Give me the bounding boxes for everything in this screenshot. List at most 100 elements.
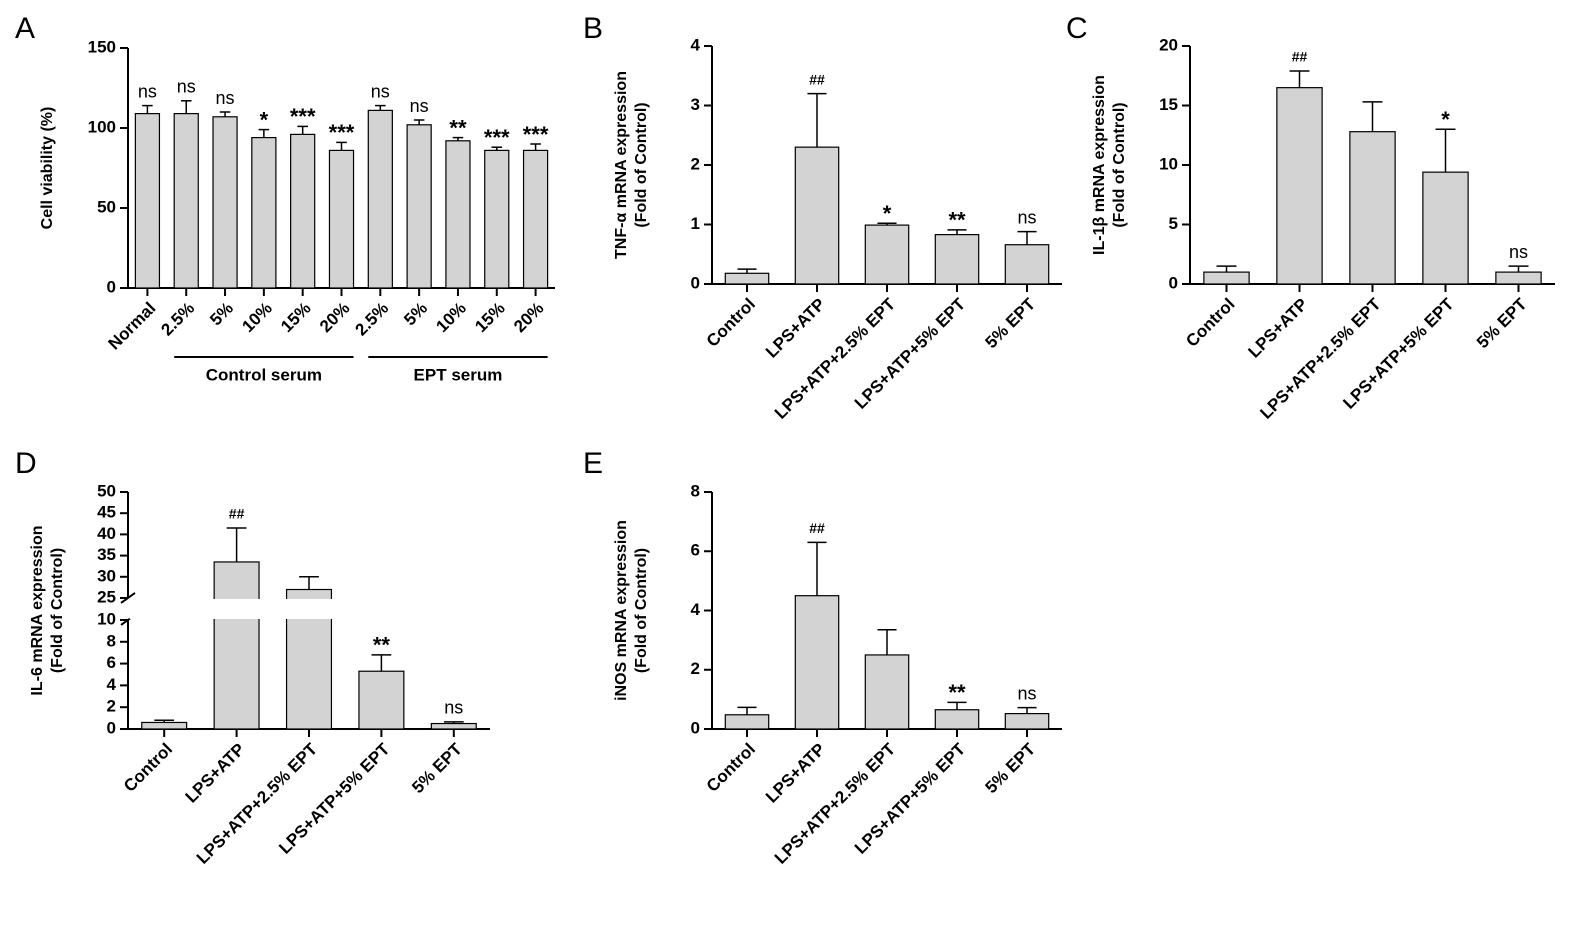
bar	[430, 722, 477, 730]
bar	[212, 116, 238, 289]
y-axis-label: IL-1β mRNA expression	[1091, 75, 1108, 255]
y-tick-label: 2	[691, 154, 700, 173]
significance-label: **	[948, 208, 966, 233]
significance-label: ns	[371, 81, 390, 101]
group-label: Control serum	[206, 365, 322, 384]
bar	[1004, 244, 1050, 285]
bar	[934, 234, 980, 285]
bar	[724, 714, 770, 730]
x-tick-label: LPS+ATP+2.5% EPT	[771, 294, 900, 423]
bar	[1004, 712, 1050, 730]
x-tick-label: LPS+ATP+2.5% EPT	[771, 739, 900, 868]
bar	[1349, 131, 1396, 285]
y-axis-label: (Fold of Control)	[1111, 102, 1128, 227]
x-tick-label: 5%	[206, 299, 237, 330]
y-tick-label: 0	[691, 273, 700, 292]
panel-label: D	[15, 447, 37, 480]
significance-label: ***	[290, 104, 316, 129]
y-tick-label: 30	[97, 566, 116, 585]
x-tick-label: 2.5%	[157, 299, 198, 340]
x-tick-label: LPS+ATP	[1245, 295, 1312, 362]
y-tick-label: 6	[107, 653, 116, 672]
bar	[328, 149, 355, 289]
bar	[251, 137, 277, 289]
panel-label: A	[15, 12, 35, 45]
x-tick-label: LPS+ATP	[762, 295, 829, 362]
bar	[1495, 271, 1542, 285]
y-axis-label: (Fold of Control)	[633, 102, 650, 227]
significance-label: **	[948, 680, 966, 705]
significance-label: *	[1441, 107, 1450, 132]
panel-label: E	[583, 447, 603, 480]
panel-label: B	[583, 12, 603, 45]
x-tick-label: 15%	[471, 299, 508, 336]
significance-label: ns	[444, 698, 463, 718]
x-tick-label: LPS+ATP+2.5% EPT	[193, 739, 322, 868]
x-tick-label: 20%	[510, 299, 547, 336]
axis-break	[120, 592, 136, 604]
x-tick-label: 10%	[432, 299, 469, 336]
x-tick-label: Control	[703, 295, 759, 351]
x-tick-label: Control	[703, 740, 759, 796]
bar	[864, 654, 910, 730]
significance-label: ***	[523, 122, 549, 147]
y-tick-label: 40	[97, 524, 116, 543]
y-tick-label: 0	[107, 718, 116, 737]
significance-label: ns	[216, 88, 235, 108]
x-tick-label: 5% EPT	[408, 739, 466, 797]
bar	[1422, 171, 1469, 285]
y-tick-label: 10	[97, 609, 116, 628]
y-tick-label: 50	[97, 197, 116, 216]
bar	[134, 112, 161, 289]
y-axis-label: TNF-α mRNA expression	[613, 71, 630, 259]
x-tick-label: Normal	[105, 299, 160, 354]
bar	[290, 133, 316, 289]
x-tick-label: 5% EPT	[981, 294, 1039, 352]
significance-label: ##	[229, 506, 245, 522]
bar	[367, 109, 393, 289]
significance-label: ##	[809, 71, 825, 87]
y-tick-label: 5	[1169, 214, 1178, 233]
y-tick-label: 45	[97, 503, 116, 522]
x-tick-label: LPS+ATP	[182, 740, 249, 807]
bar	[213, 561, 260, 730]
bar	[484, 149, 510, 289]
y-axis-label: IL-6 mRNA expression	[29, 525, 46, 695]
y-tick-label: 25	[97, 587, 116, 606]
significance-label: ns	[1509, 242, 1528, 262]
bar	[1276, 87, 1323, 285]
x-tick-label: LPS+ATP+2.5% EPT	[1256, 294, 1385, 423]
x-tick-label: LPS+ATP	[762, 740, 829, 807]
bar	[445, 140, 471, 289]
significance-label: ***	[329, 120, 355, 145]
y-tick-label: 2	[107, 697, 116, 716]
significance-label: *	[883, 201, 892, 226]
bar	[358, 670, 405, 730]
x-tick-label: 20%	[316, 299, 353, 336]
y-tick-label: 4	[107, 675, 117, 694]
y-tick-label: 35	[97, 545, 116, 564]
y-tick-label: 8	[691, 481, 700, 500]
significance-label: ***	[484, 125, 510, 150]
significance-label: ns	[1017, 683, 1036, 703]
x-tick-label: 10%	[238, 299, 275, 336]
x-tick-label: 2.5%	[351, 299, 392, 340]
y-tick-label: 8	[107, 631, 116, 650]
x-tick-label: 5%	[400, 299, 431, 330]
x-tick-label: 15%	[277, 299, 314, 336]
significance-label: **	[373, 633, 391, 658]
bar	[173, 112, 199, 289]
y-tick-label: 50	[97, 481, 116, 500]
y-axis-label: (Fold of Control)	[633, 548, 650, 673]
significance-label: ns	[1017, 207, 1036, 227]
y-tick-label: 150	[88, 37, 116, 56]
bar	[522, 149, 549, 289]
y-tick-label: 4	[691, 35, 701, 54]
significance-label: ##	[1292, 49, 1308, 65]
y-tick-label: 10	[1159, 154, 1178, 173]
bar	[934, 709, 980, 730]
break-gap	[129, 598, 492, 619]
y-axis-label: iNOS mRNA expression	[613, 520, 630, 701]
bar	[794, 146, 840, 285]
